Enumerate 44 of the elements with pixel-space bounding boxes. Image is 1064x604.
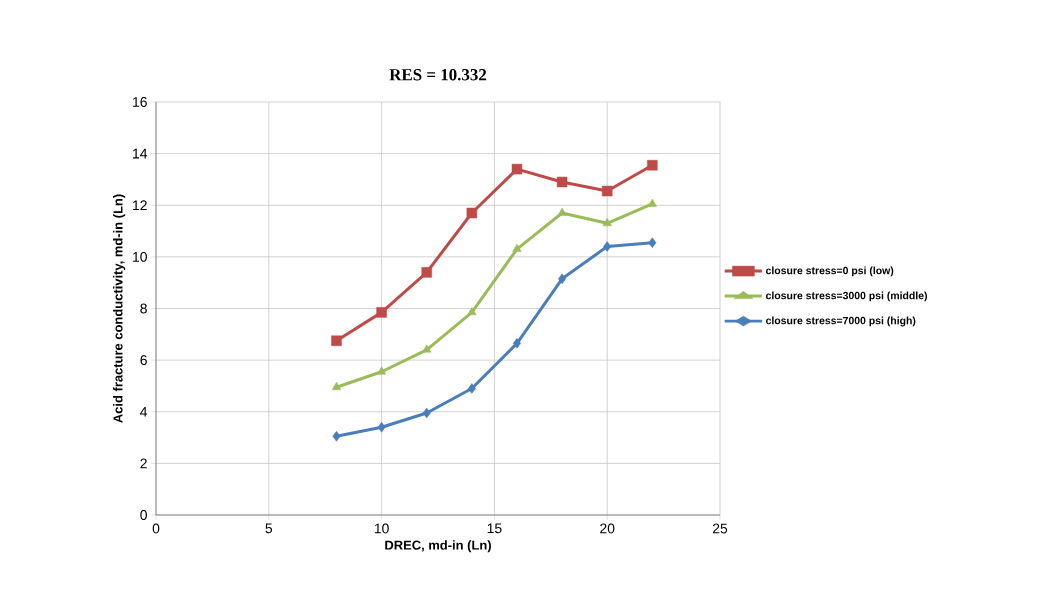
point — [377, 366, 387, 375]
point — [331, 382, 342, 390]
y-tick-label: 14 — [133, 148, 148, 159]
point — [332, 431, 341, 442]
point — [422, 407, 431, 419]
y-tick-label: 12 — [133, 200, 147, 211]
point — [601, 185, 613, 197]
point — [467, 307, 477, 316]
point — [422, 344, 432, 353]
x-tick-label: 10 — [374, 523, 389, 534]
point — [647, 160, 658, 171]
point — [331, 335, 342, 346]
y-tick-label: 8 — [140, 303, 147, 314]
point — [512, 243, 522, 252]
point — [556, 176, 568, 188]
point — [558, 273, 567, 285]
x-tick-label: 15 — [487, 523, 502, 534]
y-tick-label: 2 — [140, 458, 147, 469]
y-tick-label: 10 — [133, 251, 147, 262]
point — [648, 237, 657, 248]
point — [376, 307, 387, 318]
point — [421, 267, 432, 278]
y-tick-label: 0 — [140, 510, 147, 520]
point — [466, 207, 478, 219]
chart-title: RES = 10.332 — [389, 68, 487, 81]
y-tick-label: 4 — [140, 406, 148, 417]
x-tick-label: 25 — [712, 523, 728, 534]
y-axis-title: Acid fracture conductivity, md-in (Ln) — [113, 194, 126, 423]
x-tick-label: 5 — [265, 523, 273, 534]
point — [603, 241, 612, 252]
point — [557, 207, 567, 216]
point — [602, 218, 612, 227]
x-axis-title: DREC, md-in (Ln) — [385, 540, 491, 553]
legend-label: closure stress=3000 psi (middle) — [766, 291, 927, 302]
point — [377, 422, 386, 433]
legend-label: closure stress=0 psi (low) — [766, 266, 894, 277]
point — [511, 163, 523, 175]
x-tick-label: 20 — [600, 523, 615, 534]
point — [467, 383, 476, 394]
y-tick-label: 16 — [133, 97, 147, 107]
point — [512, 338, 521, 349]
x-tick-label: 0 — [152, 523, 160, 534]
y-tick-label: 6 — [140, 355, 147, 366]
legend-label: closure stress=7000 psi (high) — [766, 316, 916, 327]
